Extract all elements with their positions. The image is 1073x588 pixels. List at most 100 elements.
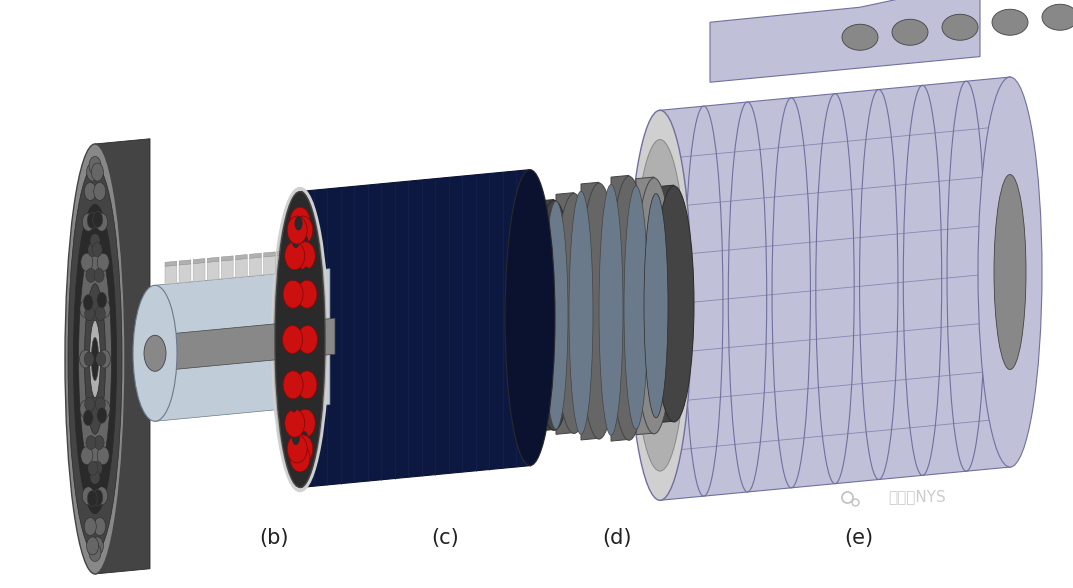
- Ellipse shape: [288, 216, 307, 244]
- Polygon shape: [250, 253, 262, 258]
- Polygon shape: [264, 252, 276, 257]
- Polygon shape: [292, 249, 304, 254]
- Ellipse shape: [297, 280, 317, 308]
- Ellipse shape: [942, 14, 978, 40]
- Ellipse shape: [84, 352, 94, 366]
- Ellipse shape: [655, 186, 694, 422]
- Ellipse shape: [144, 335, 166, 371]
- Ellipse shape: [85, 397, 94, 411]
- Polygon shape: [556, 193, 574, 435]
- Ellipse shape: [98, 253, 109, 271]
- Ellipse shape: [92, 243, 102, 257]
- Ellipse shape: [624, 186, 648, 429]
- Ellipse shape: [93, 490, 103, 506]
- Ellipse shape: [294, 216, 303, 230]
- Ellipse shape: [79, 300, 92, 318]
- Ellipse shape: [289, 356, 296, 370]
- Ellipse shape: [993, 9, 1028, 35]
- Ellipse shape: [92, 212, 103, 228]
- Polygon shape: [306, 252, 318, 271]
- Polygon shape: [656, 185, 674, 423]
- Ellipse shape: [609, 176, 649, 440]
- Polygon shape: [155, 269, 330, 421]
- Polygon shape: [490, 250, 660, 376]
- Ellipse shape: [90, 233, 100, 248]
- Ellipse shape: [73, 204, 117, 514]
- Ellipse shape: [304, 309, 311, 323]
- Polygon shape: [278, 255, 290, 273]
- Polygon shape: [221, 256, 233, 261]
- Ellipse shape: [554, 193, 594, 433]
- Ellipse shape: [133, 285, 177, 421]
- Ellipse shape: [93, 182, 106, 201]
- Ellipse shape: [842, 24, 878, 50]
- Ellipse shape: [94, 268, 104, 282]
- Ellipse shape: [633, 139, 687, 471]
- Ellipse shape: [505, 170, 555, 466]
- Text: (a): (a): [76, 528, 106, 548]
- Ellipse shape: [85, 517, 97, 536]
- Polygon shape: [300, 170, 530, 487]
- Polygon shape: [165, 261, 177, 266]
- Ellipse shape: [289, 309, 296, 323]
- Ellipse shape: [290, 398, 298, 412]
- Ellipse shape: [98, 400, 111, 418]
- Polygon shape: [278, 250, 290, 256]
- Ellipse shape: [297, 216, 306, 230]
- Ellipse shape: [89, 156, 101, 175]
- Polygon shape: [306, 248, 318, 253]
- Ellipse shape: [978, 77, 1042, 467]
- Text: (d): (d): [602, 528, 632, 548]
- Polygon shape: [250, 257, 262, 276]
- Ellipse shape: [68, 165, 122, 553]
- Ellipse shape: [87, 212, 98, 229]
- Ellipse shape: [87, 537, 99, 555]
- Ellipse shape: [97, 292, 107, 308]
- Polygon shape: [207, 257, 219, 262]
- Ellipse shape: [295, 242, 315, 270]
- Ellipse shape: [290, 444, 310, 472]
- Ellipse shape: [145, 335, 165, 371]
- Ellipse shape: [290, 267, 298, 280]
- Ellipse shape: [303, 267, 310, 280]
- Ellipse shape: [284, 242, 305, 270]
- Text: (e): (e): [843, 528, 873, 548]
- Polygon shape: [292, 253, 304, 272]
- Ellipse shape: [84, 410, 93, 426]
- Polygon shape: [710, 0, 980, 82]
- Ellipse shape: [293, 216, 313, 244]
- Ellipse shape: [87, 490, 98, 506]
- Ellipse shape: [99, 350, 111, 368]
- Text: 诸宇晶NYS: 诸宇晶NYS: [887, 489, 945, 505]
- Ellipse shape: [89, 543, 101, 562]
- Polygon shape: [145, 318, 335, 372]
- Ellipse shape: [297, 371, 317, 399]
- Ellipse shape: [92, 461, 102, 475]
- Ellipse shape: [304, 356, 311, 370]
- Ellipse shape: [86, 268, 95, 282]
- Ellipse shape: [95, 213, 107, 231]
- Text: (b): (b): [259, 528, 289, 548]
- Ellipse shape: [97, 407, 107, 423]
- Ellipse shape: [80, 447, 93, 465]
- Ellipse shape: [275, 192, 325, 487]
- Ellipse shape: [84, 295, 93, 310]
- Ellipse shape: [544, 201, 568, 429]
- Ellipse shape: [282, 326, 303, 353]
- Polygon shape: [95, 139, 150, 574]
- Ellipse shape: [83, 213, 94, 231]
- Ellipse shape: [300, 234, 308, 248]
- Ellipse shape: [95, 352, 106, 366]
- Ellipse shape: [94, 436, 104, 450]
- Polygon shape: [179, 264, 191, 283]
- Ellipse shape: [95, 487, 107, 505]
- Ellipse shape: [95, 397, 105, 411]
- Ellipse shape: [79, 350, 91, 368]
- Polygon shape: [193, 262, 205, 282]
- Ellipse shape: [92, 342, 98, 376]
- Ellipse shape: [95, 307, 105, 320]
- Polygon shape: [611, 175, 629, 441]
- Ellipse shape: [91, 338, 99, 380]
- Ellipse shape: [569, 191, 593, 435]
- Ellipse shape: [85, 284, 105, 434]
